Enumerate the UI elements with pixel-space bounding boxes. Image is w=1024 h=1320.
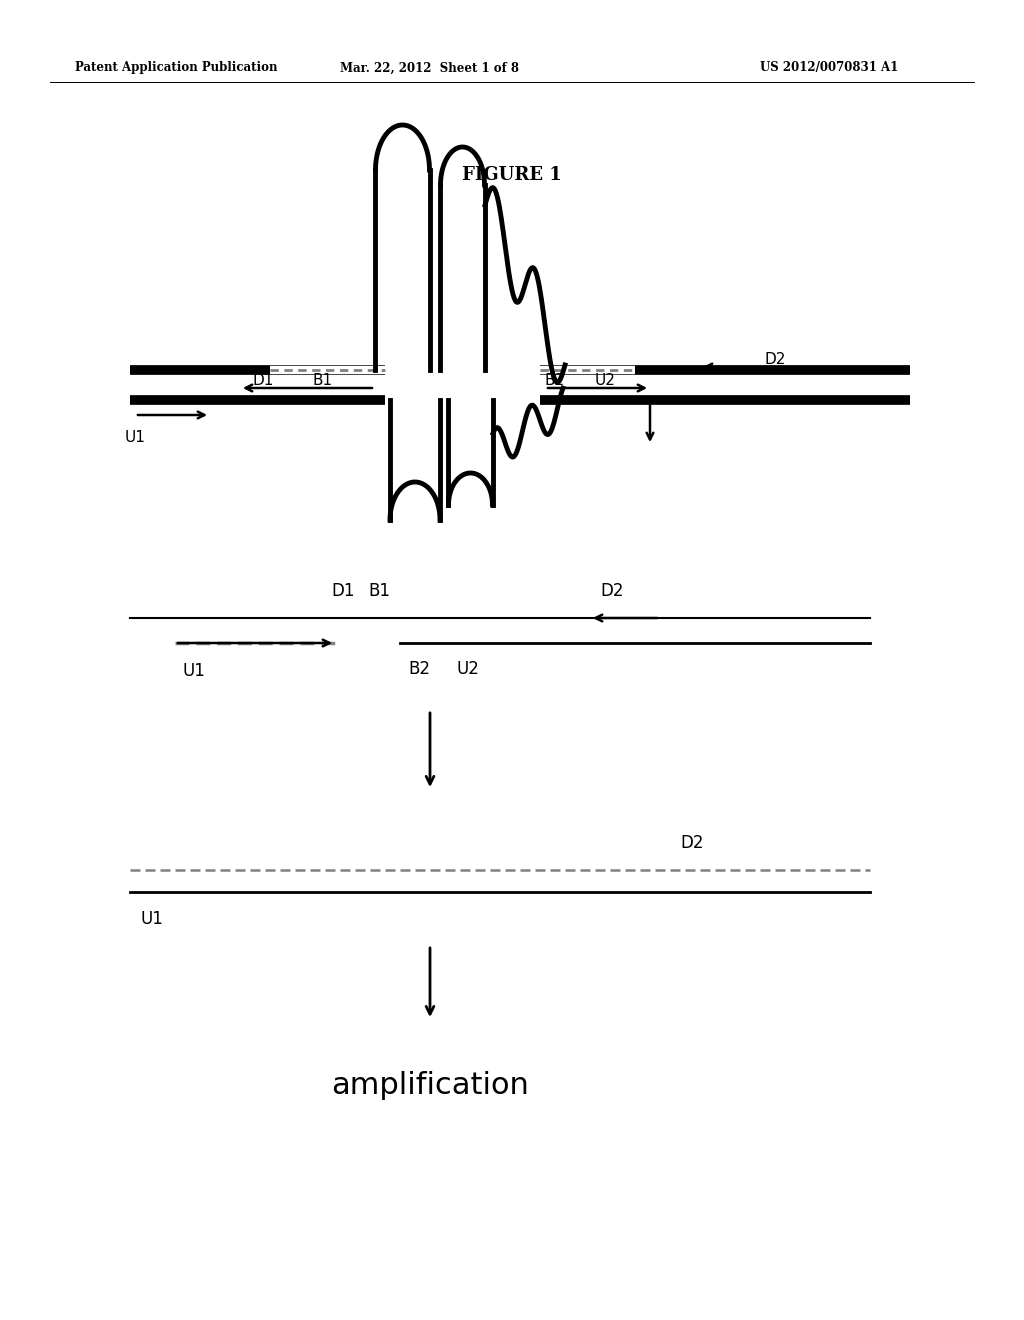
Text: D2: D2 <box>680 834 703 851</box>
Text: U2: U2 <box>595 374 615 388</box>
Text: D1: D1 <box>253 374 274 388</box>
Text: amplification: amplification <box>331 1071 529 1100</box>
Text: Patent Application Publication: Patent Application Publication <box>75 62 278 74</box>
Text: B2: B2 <box>408 660 430 678</box>
Text: B2: B2 <box>545 374 565 388</box>
Text: U1: U1 <box>183 663 206 680</box>
Text: B1: B1 <box>313 374 333 388</box>
Text: B1: B1 <box>368 582 390 601</box>
Text: U1: U1 <box>125 430 145 445</box>
Text: U2: U2 <box>456 660 479 678</box>
Text: Mar. 22, 2012  Sheet 1 of 8: Mar. 22, 2012 Sheet 1 of 8 <box>341 62 519 74</box>
Text: FIGURE 1: FIGURE 1 <box>462 166 562 183</box>
Text: U1: U1 <box>140 909 163 928</box>
Text: US 2012/0070831 A1: US 2012/0070831 A1 <box>760 62 898 74</box>
Text: D2: D2 <box>600 582 624 601</box>
Text: D1: D1 <box>332 582 355 601</box>
Text: D2: D2 <box>765 352 786 367</box>
